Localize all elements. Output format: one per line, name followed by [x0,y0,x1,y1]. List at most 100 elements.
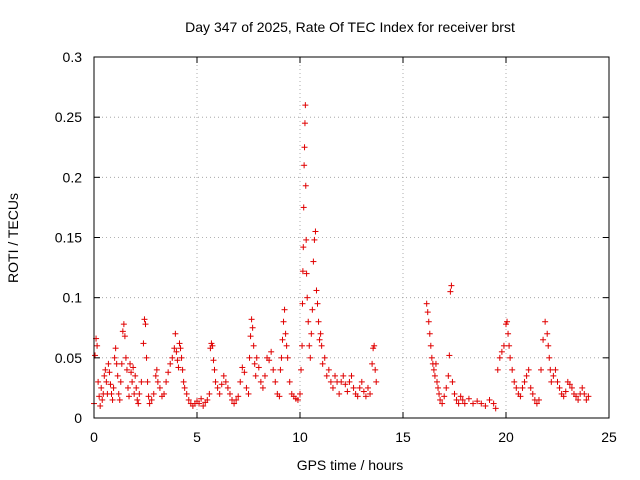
grid-layer [94,57,609,418]
data-point [579,384,586,391]
data-points [91,102,592,412]
data-point [478,400,485,407]
data-point [109,396,116,403]
y-tick-label: 0.25 [55,109,82,125]
data-point [562,388,569,395]
data-point [252,372,259,379]
data-point [255,364,262,371]
data-point [439,400,446,407]
data-point [211,366,218,373]
data-point [246,354,253,361]
data-point [581,390,588,397]
data-point [209,342,216,349]
data-point [369,360,376,367]
data-point [498,348,505,355]
data-point [270,366,277,373]
data-point [329,384,336,391]
data-point [428,354,435,361]
data-point [245,390,252,397]
data-point [540,336,547,343]
data-point [122,354,129,361]
data-point [102,366,109,373]
chart-title: Day 347 of 2025, Rate Of TEC Index for r… [185,19,515,35]
data-point [169,354,176,361]
data-point [142,321,149,328]
data-point [427,342,434,349]
data-point [432,360,439,367]
data-point [465,395,472,402]
data-point [206,390,213,397]
data-point [277,366,284,373]
data-point [99,396,106,403]
data-point [423,300,430,307]
data-point [550,372,557,379]
data-point [542,318,549,325]
data-point [336,390,343,397]
data-point [145,393,152,400]
data-point [544,330,551,337]
data-point [138,378,145,385]
data-point [250,342,257,349]
data-point [253,354,260,361]
data-point [118,360,125,367]
data-point [304,294,311,301]
data-point [362,393,369,400]
data-point [453,396,460,403]
data-point [517,393,524,400]
data-point [437,396,444,403]
data-point [146,400,153,407]
data-point [132,372,139,379]
data-point [279,336,286,343]
data-point [101,372,108,379]
data-point [371,342,378,349]
data-point [573,393,580,400]
data-point [459,396,466,403]
data-point [127,360,134,367]
data-point [196,400,203,407]
data-point [348,372,355,379]
data-point [96,393,103,400]
data-point [433,378,440,385]
data-point [278,354,285,361]
y-tick-label: 0.3 [63,49,83,65]
data-point [243,384,250,391]
data-point [171,345,178,352]
data-point [301,162,308,169]
data-point [148,396,155,403]
data-point [300,204,307,211]
data-point [566,381,573,388]
data-point [249,324,256,331]
data-point [521,378,528,385]
data-point [126,393,133,400]
data-point [319,360,326,367]
data-point [231,400,238,407]
data-point [120,321,127,328]
x-tick-label: 20 [498,429,514,445]
data-point [133,384,140,391]
data-point [344,388,351,395]
data-point [327,378,334,385]
data-point [257,378,264,385]
data-point [474,398,481,405]
data-point [305,318,312,325]
data-point [358,378,365,385]
data-point [446,352,453,359]
data-point [266,357,273,364]
data-point [445,372,452,379]
data-point [297,390,303,397]
data-point [105,360,112,367]
y-tick-label: 0 [74,410,82,426]
data-point [251,360,258,367]
data-point [302,102,309,109]
data-point [130,364,137,371]
data-point [153,366,160,373]
data-point [107,381,114,388]
data-point [338,378,345,385]
data-point [548,378,555,385]
y-tick-labels: 0 0.05 0.1 0.15 0.2 0.25 0.3 [55,49,82,426]
data-point [165,369,172,376]
data-point [525,366,532,373]
data-point [222,378,229,385]
data-point [509,366,516,373]
data-point [321,354,328,361]
